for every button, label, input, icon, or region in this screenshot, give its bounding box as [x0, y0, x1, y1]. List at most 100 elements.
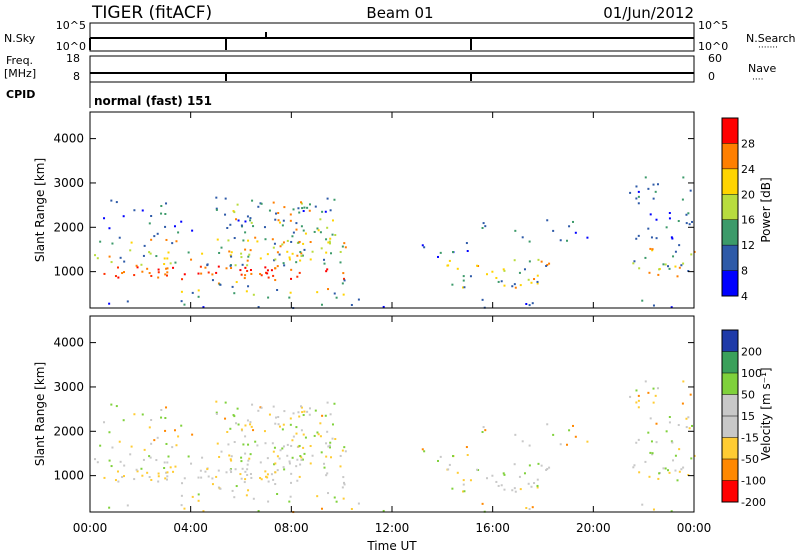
scatter-cell — [173, 225, 176, 228]
scatter-cell — [528, 304, 531, 307]
scatter-cell — [334, 234, 337, 237]
scatter-cell — [329, 413, 332, 416]
scatter-cell — [270, 269, 273, 272]
scatter-cell — [652, 304, 655, 307]
scatter-cell — [197, 493, 200, 496]
scatter-cell — [295, 426, 298, 429]
scatter-cell — [235, 422, 238, 425]
scatter-cell — [297, 207, 300, 210]
scatter-cell — [174, 261, 177, 264]
scatter-cell — [290, 277, 293, 280]
scatter-cell — [272, 478, 275, 481]
scatter-cell — [536, 484, 539, 487]
scatter-cell — [244, 220, 247, 223]
scatter-cell — [181, 278, 184, 281]
scatter-cell — [167, 251, 170, 254]
scatter-cell — [647, 227, 650, 230]
scatter-cell — [117, 276, 120, 279]
scatter-cell — [174, 465, 177, 468]
x-tick-label: 04:00 — [173, 521, 208, 535]
colorbar-tick-label: 28 — [741, 137, 755, 150]
scatter-cell — [239, 473, 242, 476]
scatter-cell — [111, 446, 114, 449]
scatter-cell — [249, 421, 252, 424]
scatter-cell — [219, 283, 222, 286]
scatter-cell — [295, 222, 298, 225]
scatter-cell — [229, 458, 232, 461]
scatter-cell — [299, 463, 302, 466]
scatter-cell — [682, 466, 685, 469]
scatter-cell — [331, 219, 334, 222]
scatter-cell — [136, 266, 139, 269]
scatter-cell — [308, 407, 311, 410]
scatter-cell — [197, 499, 200, 502]
scatter-cell — [316, 495, 319, 498]
x-tick-label: 20:00 — [576, 521, 611, 535]
scatter-cell — [249, 453, 252, 456]
scatter-cell — [143, 244, 146, 247]
scatter-cell — [240, 256, 243, 259]
scatter-cell — [274, 218, 277, 221]
scatter-cell — [691, 220, 694, 223]
scatter-cell — [448, 259, 451, 262]
scatter-cell — [148, 476, 151, 479]
scatter-cell — [236, 407, 239, 410]
scatter-cell — [670, 236, 673, 239]
scatter-cell — [244, 452, 247, 455]
scatter-cell — [268, 413, 271, 416]
x-tick-label: 00:00 — [73, 521, 108, 535]
scatter-cell — [638, 267, 641, 270]
scatter-cell — [668, 212, 671, 215]
scatter-cell — [465, 446, 468, 449]
scatter-cell — [511, 285, 514, 288]
scatter-cell — [652, 387, 655, 390]
scatter-cell — [302, 210, 305, 213]
scatter-cell — [313, 434, 316, 437]
scatter-cell — [246, 264, 249, 267]
scatter-cell — [163, 461, 166, 464]
scatter-cell — [247, 443, 250, 446]
scatter-cell — [282, 219, 285, 222]
scatter-cell — [323, 258, 326, 261]
scatter-cell — [286, 250, 289, 253]
y-tick-label: 3000 — [53, 380, 84, 394]
scatter-cell — [257, 205, 260, 208]
scatter-cell — [268, 209, 271, 212]
scatter-cell — [637, 438, 640, 441]
beam-title: Beam 01 — [366, 4, 433, 22]
scatter-cell — [421, 244, 424, 247]
scatter-cell — [635, 441, 638, 444]
scatter-cell — [180, 504, 183, 507]
scatter-cell — [191, 495, 194, 498]
scatter-cell — [652, 183, 655, 186]
scatter-cell — [326, 401, 329, 404]
colorbar-segment — [722, 437, 738, 459]
scatter-cell — [273, 463, 276, 466]
scatter-cell — [296, 275, 299, 278]
scatter-cell — [325, 251, 328, 254]
scatter-cell — [303, 410, 306, 413]
scatter-cell — [244, 435, 247, 438]
scatter-cell — [644, 256, 647, 259]
scatter-cell — [685, 417, 688, 420]
scatter-cell — [665, 226, 668, 229]
scatter-cell — [654, 190, 657, 193]
scatter-cell — [676, 479, 679, 482]
scatter-cell — [328, 444, 331, 447]
scatter-cell — [235, 281, 238, 284]
scatter-cell — [326, 430, 329, 433]
scatter-cell — [333, 292, 336, 295]
scatter-cell — [637, 406, 640, 409]
scatter-cell — [308, 209, 311, 212]
scatter-cell — [99, 444, 102, 447]
scatter-cell — [276, 265, 279, 268]
scatter-cell — [300, 202, 303, 205]
scatter-cell — [586, 440, 589, 443]
scatter-cell — [171, 242, 174, 245]
scatter-cell — [126, 300, 129, 303]
scatter-cell — [344, 246, 347, 249]
scatter-cell — [164, 225, 167, 228]
scatter-cell — [537, 258, 540, 261]
scatter-cell — [232, 210, 235, 213]
colorbar-tick-label: 8 — [741, 265, 748, 278]
